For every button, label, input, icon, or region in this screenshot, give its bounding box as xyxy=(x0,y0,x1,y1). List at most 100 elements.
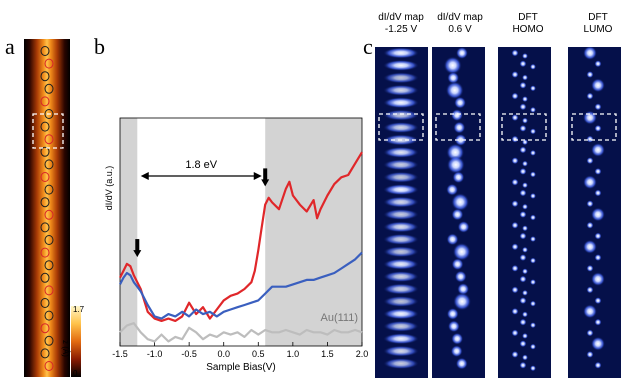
shaded-region-0 xyxy=(120,118,138,346)
didv-map-0p6V xyxy=(432,47,485,378)
map-feature xyxy=(447,71,460,84)
map-feature xyxy=(583,304,597,319)
map-feature xyxy=(522,268,528,275)
map-feature xyxy=(530,106,536,113)
map-feature xyxy=(586,350,594,358)
marker-arrowhead-1 xyxy=(261,179,270,187)
map-feature xyxy=(383,221,419,233)
chain-ring xyxy=(44,285,54,296)
x-tick-label: 1.0 xyxy=(287,349,300,359)
map-feature xyxy=(511,329,519,337)
map-feature xyxy=(383,233,419,245)
map-feature xyxy=(591,78,605,93)
map-feature xyxy=(522,182,528,189)
map-feature xyxy=(453,121,466,134)
gap-arrow-right-head xyxy=(253,172,262,180)
map-feature xyxy=(530,365,536,372)
column-label-1: dI/dV map -1.25 V xyxy=(369,12,433,36)
chain-ring xyxy=(40,172,50,182)
panel-b-label: b xyxy=(94,34,105,59)
map-feature xyxy=(530,171,536,178)
map-feature xyxy=(591,336,605,351)
map-feature xyxy=(519,60,527,68)
marker-arrow-0 xyxy=(135,239,140,252)
chain-ring xyxy=(40,146,50,157)
map-feature xyxy=(383,345,419,357)
map-feature xyxy=(383,196,419,208)
didv-spectra-chart: -1.5 -1.0 -0.5 0.0 0.5 1.0 1.5 2.0 Sample Bias(V… xyxy=(104,117,368,373)
map-feature xyxy=(530,322,536,329)
map-feature xyxy=(519,318,527,326)
x-axis-label: Sample Bias(V) xyxy=(206,362,275,373)
map-feature xyxy=(511,243,519,251)
x-tick-label: 1.5 xyxy=(321,349,334,359)
map-feature xyxy=(452,242,471,261)
selection-box xyxy=(435,113,481,141)
shaded-region-1 xyxy=(265,118,362,346)
marker-arrowhead-0 xyxy=(133,250,142,258)
x-tick-label: -1.0 xyxy=(147,349,163,359)
map-feature xyxy=(530,343,536,350)
map-feature xyxy=(522,160,528,167)
map-feature xyxy=(457,220,470,233)
map-feature xyxy=(383,59,419,71)
chain-ring xyxy=(44,83,54,94)
map-feature xyxy=(522,74,528,81)
colorbar-min: 0 xyxy=(73,369,78,378)
map-feature xyxy=(594,60,602,68)
column-4-title: DFT xyxy=(588,12,608,23)
map-feature xyxy=(594,361,602,369)
map-feature xyxy=(522,246,528,253)
colorbar-label: z (Å) xyxy=(61,340,70,357)
marker-arrow-1 xyxy=(263,168,268,181)
map-feature xyxy=(530,128,536,135)
map-feature xyxy=(511,92,519,100)
map-feature xyxy=(383,295,419,307)
x-tick-label: 0.5 xyxy=(252,349,265,359)
au111-annotation: Au(111) xyxy=(320,312,358,324)
column-3-title: DFT xyxy=(518,12,538,23)
map-feature xyxy=(522,311,528,318)
map-feature xyxy=(586,157,594,165)
map-feature xyxy=(530,279,536,286)
gap-arrow-left-head xyxy=(140,172,149,180)
chain-ring xyxy=(44,184,54,195)
map-feature xyxy=(519,167,527,175)
chain-ring xyxy=(40,222,50,233)
map-feature xyxy=(511,49,519,57)
map-feature xyxy=(457,283,470,296)
map-feature xyxy=(594,124,602,132)
x-tick-label: 2.0 xyxy=(356,349,369,359)
chain-ring xyxy=(40,197,50,208)
map-feature xyxy=(522,96,528,103)
map-feature xyxy=(383,97,419,109)
map-feature xyxy=(451,332,464,345)
chain-ring xyxy=(44,310,54,321)
selection-box xyxy=(501,113,547,141)
x-tick-label: -0.5 xyxy=(181,349,197,359)
map-feature xyxy=(583,47,597,60)
map-feature xyxy=(446,233,459,246)
chain-ring xyxy=(40,121,50,132)
map-feature xyxy=(450,345,463,358)
dft-lumo-map xyxy=(568,47,621,378)
map-feature xyxy=(530,63,536,70)
map-feature xyxy=(530,300,536,307)
map-feature xyxy=(519,124,527,132)
chain-ring xyxy=(44,134,54,145)
map-feature xyxy=(511,157,519,165)
selection-box xyxy=(571,113,617,141)
map-feature xyxy=(511,350,519,358)
map-feature xyxy=(383,358,419,370)
map-feature xyxy=(451,208,464,221)
map-feature xyxy=(383,122,419,134)
chain-ring xyxy=(40,46,50,56)
chain-ring xyxy=(44,260,54,271)
chain-ring xyxy=(44,361,54,371)
map-feature xyxy=(586,135,594,143)
map-feature xyxy=(586,200,594,208)
map-feature xyxy=(530,236,536,243)
map-feature xyxy=(594,318,602,326)
map-feature xyxy=(519,254,527,262)
map-feature xyxy=(530,257,536,264)
